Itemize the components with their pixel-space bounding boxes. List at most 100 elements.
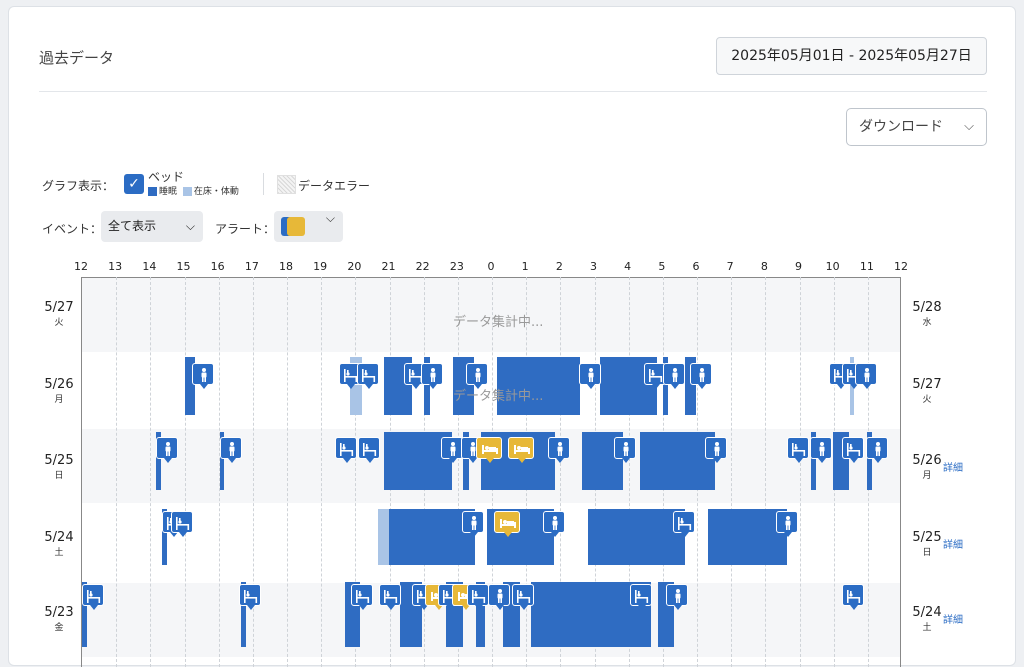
bed-exit-icon[interactable]: [630, 584, 652, 610]
out-of-bed-icon[interactable]: [548, 437, 570, 463]
out-of-bed-icon[interactable]: [614, 437, 636, 463]
out-of-bed-icon[interactable]: [220, 437, 242, 463]
out-of-bed-icon[interactable]: [462, 511, 484, 537]
weekday-text: 土: [922, 623, 932, 633]
out-of-bed-icon[interactable]: [666, 584, 688, 610]
right-date-label: 5/27 火: [907, 377, 947, 405]
bed-alert-icon: [281, 217, 305, 236]
right-date-label: 5/28 水: [907, 300, 947, 328]
out-of-bed-icon[interactable]: [776, 511, 798, 537]
hour-gridline: [184, 277, 186, 667]
sleep-bar[interactable]: [162, 509, 167, 565]
out-of-bed-icon[interactable]: [579, 363, 601, 389]
axis-tick: 0: [487, 260, 495, 273]
detail-link[interactable]: 詳細: [943, 463, 963, 474]
detail-link[interactable]: 詳細: [943, 615, 963, 626]
bed-exit-icon[interactable]: [82, 584, 104, 610]
download-button[interactable]: ダウンロード ⌵: [846, 108, 987, 146]
sleep-bar[interactable]: [640, 432, 715, 490]
date-text: 5/24: [44, 530, 74, 545]
sleep-bar[interactable]: [811, 432, 816, 490]
left-date-label: 5/25 日: [39, 453, 79, 481]
bed-exit-icon[interactable]: [358, 437, 380, 463]
out-of-bed-icon[interactable]: [690, 363, 712, 389]
sleep-bar[interactable]: [82, 582, 87, 647]
out-of-bed-icon[interactable]: [543, 511, 565, 537]
event-filter-select[interactable]: 全て表示 ⌵: [101, 211, 203, 242]
sleep-bar[interactable]: [663, 357, 668, 415]
bed-exit-icon[interactable]: [357, 363, 379, 389]
left-date-label: 5/24 土: [39, 530, 79, 558]
sleep-bar[interactable]: [185, 357, 195, 415]
bed-exit-icon[interactable]: [673, 511, 695, 537]
sleep-bar[interactable]: [424, 357, 430, 415]
sleep-bar[interactable]: [685, 357, 696, 415]
bed-alert-icon[interactable]: [508, 437, 534, 463]
sleep-bar[interactable]: [867, 432, 872, 490]
bed-checkbox[interactable]: ✓: [124, 174, 144, 194]
sleep-bar[interactable]: [389, 509, 475, 565]
sleep-bar[interactable]: [588, 509, 685, 565]
bed-alert-icon[interactable]: [494, 511, 520, 537]
hour-gridline: [355, 277, 357, 667]
weekday-text: 火: [922, 395, 932, 405]
bed-legend: 睡眠 在床・体動: [148, 184, 239, 197]
axis-tick: 9: [795, 260, 802, 273]
hour-gridline: [252, 277, 254, 667]
date-text: 5/25: [44, 453, 74, 468]
date-range-input[interactable]: 2025年05月01日 - 2025年05月27日: [716, 37, 987, 75]
sleep-bar[interactable]: [156, 432, 161, 490]
bed-exit-icon[interactable]: [171, 511, 193, 537]
weekday-text: 土: [54, 548, 64, 558]
bed-alert-icon[interactable]: [476, 437, 502, 463]
bed-exit-icon[interactable]: [335, 437, 357, 463]
sleep-bar[interactable]: [220, 432, 224, 490]
out-of-bed-icon[interactable]: [156, 437, 178, 463]
out-of-bed-icon[interactable]: [866, 437, 888, 463]
chevron-down-icon: ⌵: [185, 219, 195, 233]
axis-tick: 21: [381, 260, 396, 273]
sleep-bar[interactable]: [241, 582, 246, 647]
out-of-bed-icon[interactable]: [488, 584, 510, 610]
bed-exit-icon[interactable]: [787, 437, 809, 463]
out-of-bed-icon[interactable]: [855, 363, 877, 389]
hour-gridline: [765, 277, 767, 667]
sleep-bar[interactable]: [463, 432, 469, 490]
sleep-bar[interactable]: [384, 432, 452, 490]
bed-exit-icon[interactable]: [239, 584, 261, 610]
out-of-bed-icon[interactable]: [192, 363, 214, 389]
weekday-text: 金: [54, 623, 64, 633]
event-filter-value: 全て表示: [108, 219, 157, 233]
axis-tick: 4: [624, 260, 632, 273]
out-of-bed-icon[interactable]: [441, 437, 463, 463]
sleep-swatch: [148, 187, 157, 196]
row-band: [82, 278, 900, 352]
bed-exit-icon[interactable]: [512, 584, 534, 610]
weekday-text: 月: [54, 395, 64, 405]
out-of-bed-icon[interactable]: [810, 437, 832, 463]
detail-link[interactable]: 詳細: [943, 540, 963, 551]
hour-gridline: [116, 277, 118, 667]
axis-tick: 19: [313, 260, 328, 273]
bed-exit-icon[interactable]: [842, 584, 864, 610]
alert-filter-select[interactable]: ⌵: [274, 211, 343, 242]
bed-exit-icon[interactable]: [644, 363, 666, 389]
out-of-bed-icon[interactable]: [466, 363, 488, 389]
bed-exit-icon[interactable]: [467, 584, 489, 610]
bed-exit-icon[interactable]: [351, 584, 373, 610]
sleep-bar[interactable]: [497, 357, 580, 415]
axis-tick: 22: [415, 260, 430, 273]
out-of-bed-icon[interactable]: [421, 363, 443, 389]
right-date-label: 5/24 土: [907, 605, 947, 633]
date-text: 5/28: [912, 300, 942, 315]
axis-tick: 17: [244, 260, 259, 273]
sleep-bar[interactable]: [708, 509, 787, 565]
out-of-bed-icon[interactable]: [705, 437, 727, 463]
bed-exit-icon[interactable]: [842, 437, 864, 463]
out-of-bed-icon[interactable]: [663, 363, 685, 389]
inbed-bar[interactable]: [378, 509, 389, 565]
sleep-bar[interactable]: [476, 582, 485, 647]
inbed-swatch: [182, 187, 192, 196]
weekday-text: 水: [922, 318, 932, 328]
bed-exit-icon[interactable]: [379, 584, 401, 610]
